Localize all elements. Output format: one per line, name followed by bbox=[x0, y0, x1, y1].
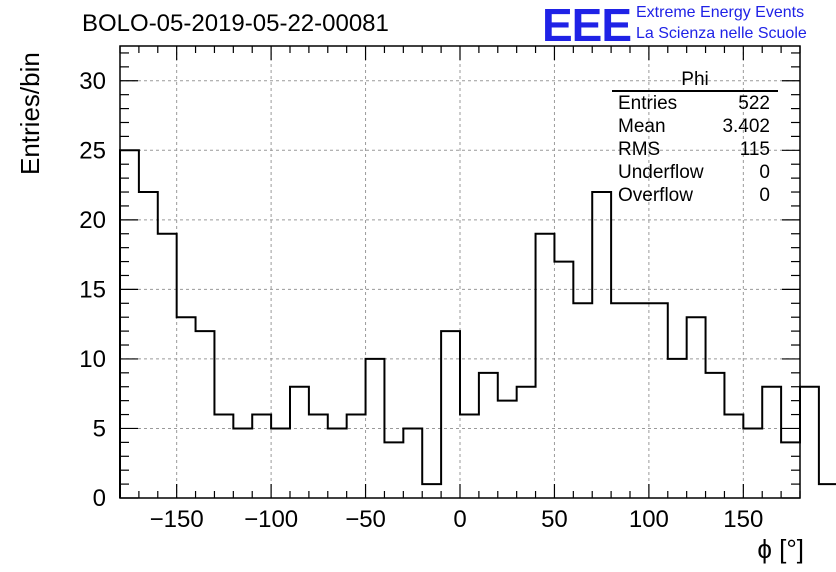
eee-logo-mark: EEE bbox=[542, 0, 632, 51]
histogram-bin bbox=[177, 317, 196, 498]
y-tick-label: 0 bbox=[93, 485, 106, 512]
y-tick-label: 25 bbox=[79, 137, 106, 164]
stats-label: RMS bbox=[618, 139, 661, 160]
histogram-bin bbox=[649, 303, 668, 498]
stats-row-overflow: Overflow 0 bbox=[612, 184, 778, 207]
histogram-bin bbox=[384, 442, 403, 498]
logo-text-line2: La Scienza nelle Scuole bbox=[636, 25, 807, 42]
histogram-bin bbox=[687, 317, 706, 498]
histogram-bin bbox=[309, 415, 328, 498]
x-tick-label: 0 bbox=[453, 506, 466, 533]
histogram-outline bbox=[119, 149, 836, 498]
y-tick-label: 15 bbox=[79, 276, 106, 303]
histogram-bin bbox=[139, 192, 158, 498]
histogram-bin bbox=[762, 387, 781, 498]
stats-row-entries: Entries 522 bbox=[612, 92, 778, 115]
y-tick-label: 5 bbox=[93, 415, 106, 442]
histogram-bin bbox=[800, 387, 819, 498]
stats-value: 0 bbox=[759, 162, 770, 183]
histogram-bin bbox=[347, 415, 366, 498]
histogram-bin bbox=[422, 484, 441, 498]
histogram-bin bbox=[743, 428, 762, 498]
x-tick-label: 150 bbox=[723, 506, 763, 533]
stats-title: Phi bbox=[612, 70, 778, 92]
stats-value: 0 bbox=[759, 185, 770, 206]
stats-label: Overflow bbox=[618, 185, 693, 206]
histogram-bin bbox=[706, 373, 725, 498]
x-tick-label: 50 bbox=[541, 506, 568, 533]
histogram-bin bbox=[252, 415, 271, 498]
stats-row-mean: Mean 3.402 bbox=[612, 115, 778, 138]
histogram-bin bbox=[214, 415, 233, 498]
stats-value: 115 bbox=[739, 139, 770, 160]
stats-label: Mean bbox=[618, 116, 666, 137]
stats-value: 3.402 bbox=[722, 116, 770, 137]
histogram-bin bbox=[441, 331, 460, 498]
histogram-bin bbox=[611, 303, 630, 498]
x-tick-label: 100 bbox=[629, 506, 669, 533]
histogram-bin bbox=[630, 303, 649, 498]
stats-value: 522 bbox=[738, 93, 770, 114]
x-tick-label: −50 bbox=[345, 506, 386, 533]
histogram-bin bbox=[271, 428, 290, 498]
x-tick-label: −150 bbox=[150, 506, 204, 533]
histogram-bin bbox=[290, 387, 309, 498]
histogram-bin bbox=[233, 428, 252, 498]
histogram-bin bbox=[592, 192, 611, 498]
stats-box: Phi Entries 522 Mean 3.402 RMS 115 Under… bbox=[612, 70, 778, 207]
stats-row-underflow: Underflow 0 bbox=[612, 161, 778, 184]
y-tick-label: 30 bbox=[79, 68, 106, 95]
histogram-bin bbox=[517, 387, 536, 498]
stats-label: Entries bbox=[618, 93, 678, 114]
histogram-bin bbox=[554, 262, 573, 498]
axes bbox=[119, 45, 801, 499]
tick-labels: −150 −100 −50 0 50 100 150 0 5 10 15 20 25 30 bbox=[79, 68, 763, 533]
y-tick-label: 20 bbox=[79, 207, 106, 234]
histogram-bin bbox=[498, 401, 517, 498]
y-tick-label: 10 bbox=[79, 346, 106, 373]
histogram-bars bbox=[119, 149, 836, 498]
histogram-bin bbox=[196, 331, 215, 498]
histogram-bin bbox=[403, 428, 422, 498]
histogram-bin bbox=[158, 234, 177, 498]
histogram-bin bbox=[819, 484, 836, 498]
logo-text-line1: Extreme Energy Events bbox=[636, 4, 805, 21]
y-axis-label: Entries/bin bbox=[15, 52, 45, 175]
histogram-bin bbox=[724, 415, 743, 498]
histogram-bin bbox=[668, 359, 687, 498]
histogram-bin bbox=[366, 359, 385, 498]
stats-row-rms: RMS 115 bbox=[612, 138, 778, 161]
histogram-bin bbox=[479, 373, 498, 498]
x-axis-label: ϕ [°] bbox=[757, 534, 804, 564]
stats-label: Underflow bbox=[618, 162, 704, 183]
histogram-bin bbox=[460, 415, 479, 498]
x-tick-label: −100 bbox=[244, 506, 298, 533]
histogram-bin bbox=[120, 150, 139, 498]
eee-logo: EEE Extreme Energy Events La Scienza nel… bbox=[540, 0, 836, 51]
histogram-bin bbox=[573, 303, 592, 498]
histogram-bin bbox=[328, 428, 347, 498]
plot-title: BOLO-05-2019-05-22-00081 bbox=[82, 10, 389, 37]
histogram-bin bbox=[536, 234, 555, 498]
